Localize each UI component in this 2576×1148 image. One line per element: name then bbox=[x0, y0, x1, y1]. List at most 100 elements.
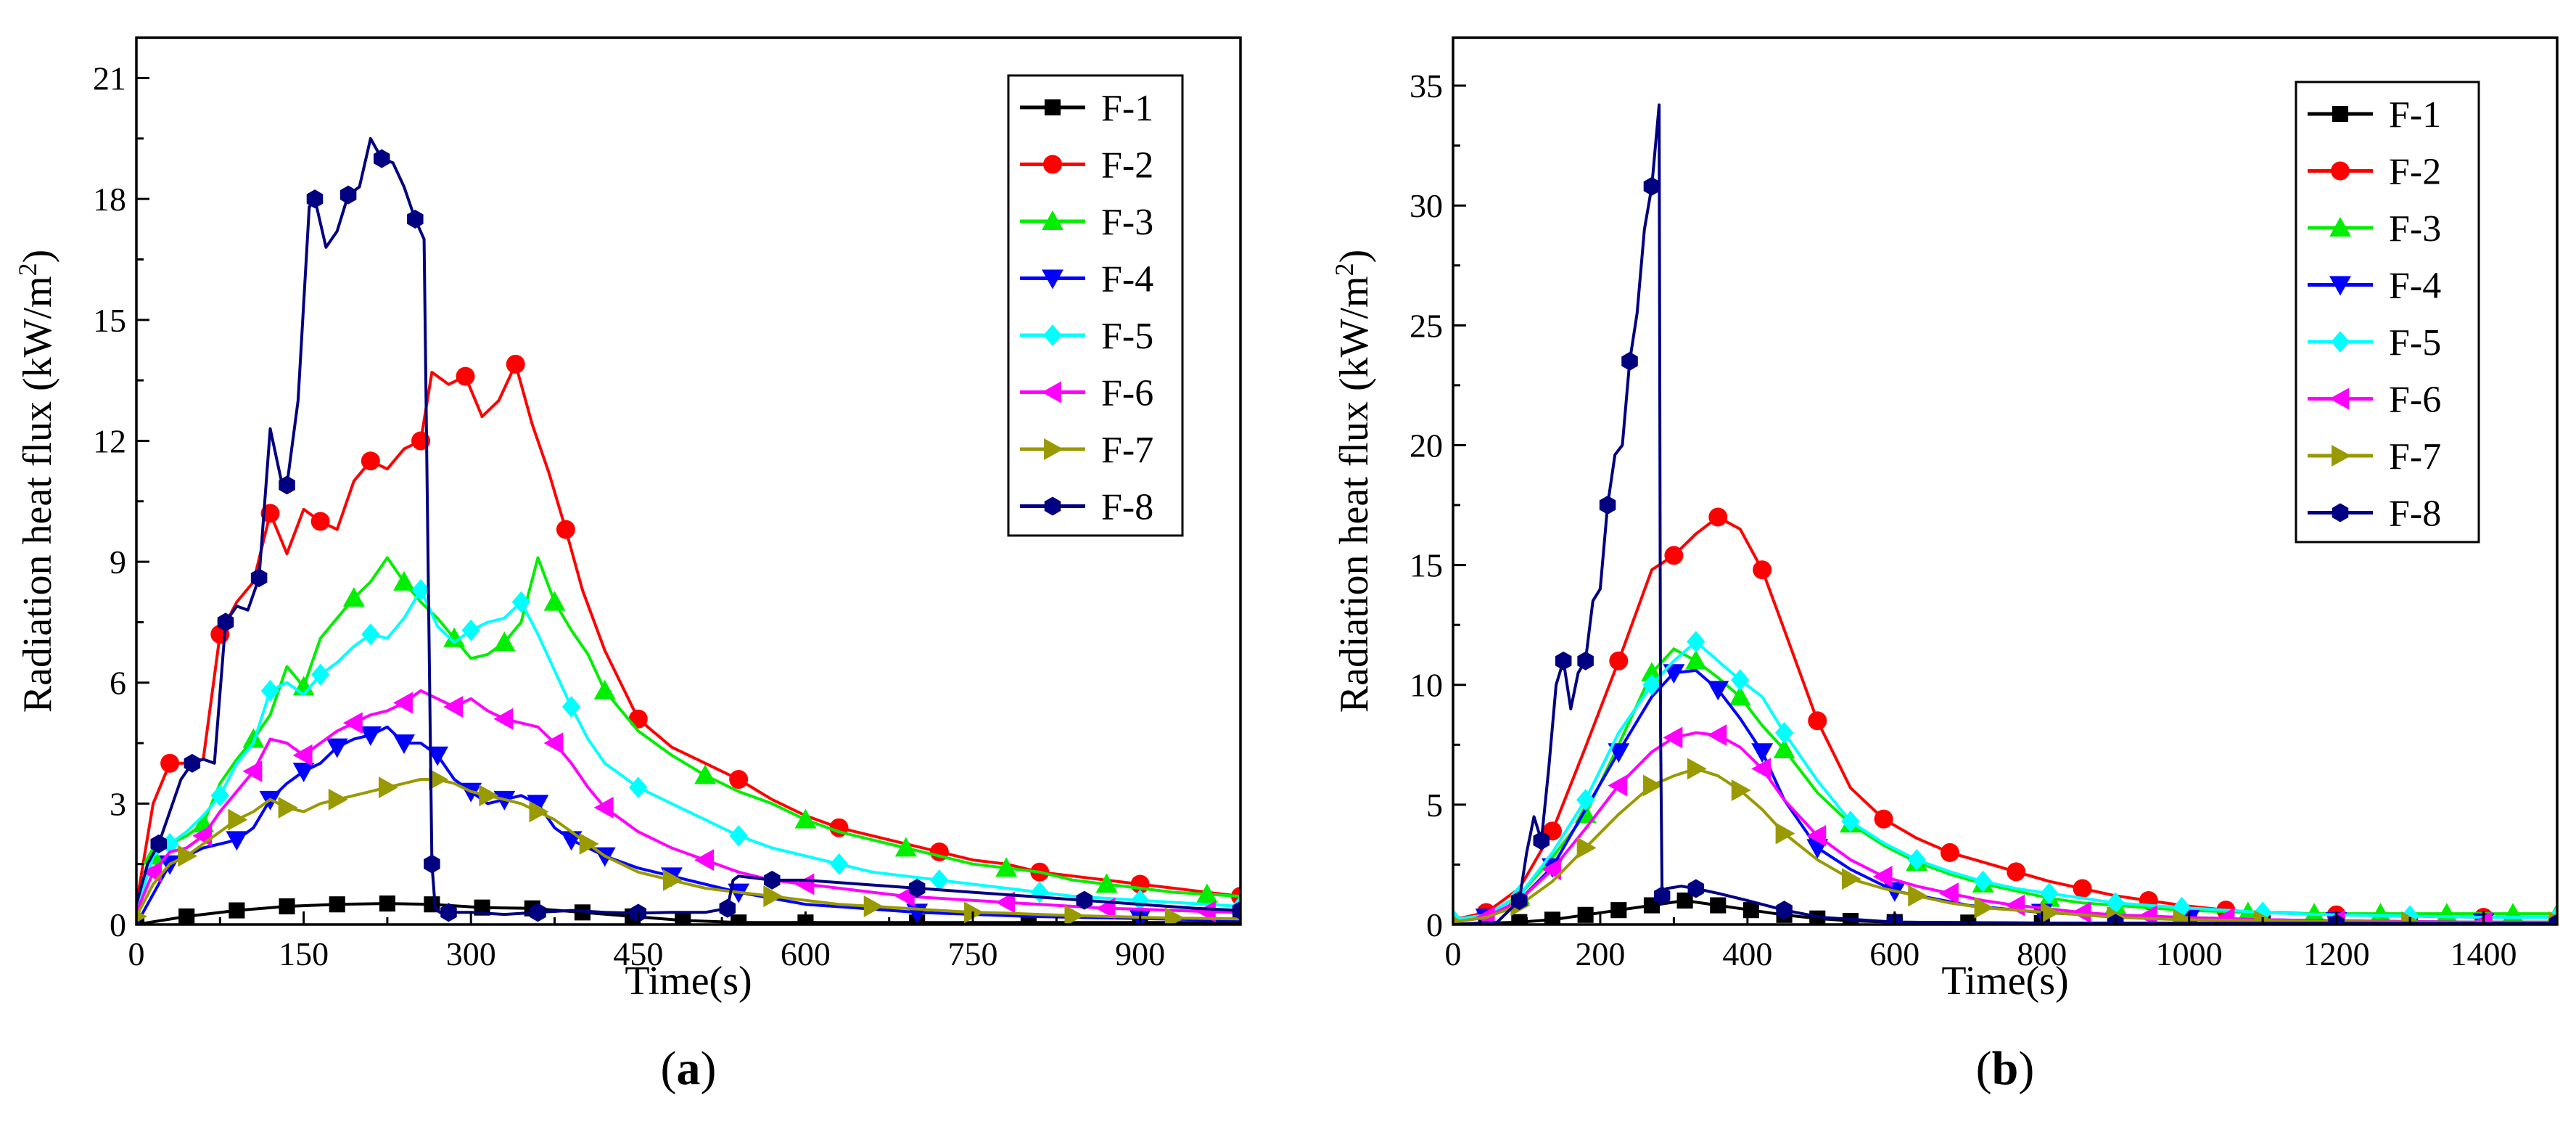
data-point-F-8 bbox=[217, 612, 234, 632]
data-point-F-7 bbox=[1643, 774, 1663, 797]
legend-item-F-1: F-1 bbox=[1020, 88, 1153, 129]
data-point-F-3 bbox=[894, 837, 917, 857]
data-point-F-3 bbox=[543, 591, 566, 611]
data-point-F-4 bbox=[292, 762, 315, 782]
data-point-F-7 bbox=[328, 788, 348, 811]
data-point-F-2 bbox=[1664, 546, 1684, 565]
data-point-F-8 bbox=[1687, 879, 1705, 898]
y-tick-label: 9 bbox=[110, 544, 126, 581]
series-line-F-6 bbox=[136, 689, 1240, 914]
data-point-F-7 bbox=[429, 768, 449, 790]
series-line-F-3 bbox=[136, 556, 1240, 914]
x-tick-label: 0 bbox=[1445, 935, 1462, 972]
data-point-F-1 bbox=[1511, 914, 1528, 924]
data-point-F-7 bbox=[178, 845, 198, 867]
data-point-F-3 bbox=[794, 808, 817, 829]
data-point-F-8 bbox=[1776, 901, 1793, 920]
data-point-F-5 bbox=[461, 619, 480, 641]
y-tick-label: 12 bbox=[93, 422, 126, 459]
data-point-F-2 bbox=[160, 753, 180, 773]
data-point-F-8 bbox=[1511, 890, 1528, 910]
x-tick-label: 400 bbox=[1722, 935, 1772, 972]
data-point-F-6 bbox=[342, 712, 363, 734]
data-point-F-6 bbox=[995, 891, 1016, 914]
data-point-F-2 bbox=[556, 520, 575, 539]
data-point-F-8 bbox=[1653, 886, 1671, 906]
data-point-F-7 bbox=[136, 910, 147, 923]
data-point-F-2 bbox=[456, 366, 475, 386]
data-point-F-2 bbox=[1753, 560, 1772, 580]
y-tick-label: 0 bbox=[110, 906, 126, 943]
data-point-F-2 bbox=[1874, 809, 1893, 829]
legend-label: F-1 bbox=[2389, 94, 2441, 136]
data-point-F-7 bbox=[1775, 822, 1795, 845]
data-point-F-2 bbox=[2007, 862, 2026, 882]
data-point-F-7 bbox=[228, 808, 248, 831]
legend-label: F-6 bbox=[2389, 380, 2441, 421]
data-point-F-1 bbox=[1577, 906, 1594, 923]
data-point-F-8 bbox=[1232, 901, 1240, 920]
data-point-F-4 bbox=[560, 831, 583, 851]
y-tick-label: 35 bbox=[1410, 67, 1443, 104]
data-point-F-8 bbox=[1555, 651, 1572, 671]
x-tick-label: 450 bbox=[613, 935, 663, 972]
data-point-F-8 bbox=[2548, 914, 2557, 924]
legend-marker bbox=[2329, 276, 2351, 296]
legend-label: F-4 bbox=[1101, 259, 1153, 300]
data-point-F-5 bbox=[2253, 901, 2272, 924]
data-point-F-7 bbox=[1974, 896, 1994, 919]
data-point-F-7 bbox=[1841, 868, 1861, 890]
legend-marker bbox=[1044, 99, 1061, 116]
legend-item-F-1: F-1 bbox=[2308, 94, 2441, 136]
data-point-F-6 bbox=[2005, 894, 2025, 917]
data-point-F-3 bbox=[1641, 662, 1663, 682]
legend-marker bbox=[2329, 388, 2349, 410]
data-point-F-2 bbox=[506, 354, 525, 374]
data-point-F-1 bbox=[178, 908, 195, 924]
data-point-F-7 bbox=[763, 885, 783, 908]
data-point-F-4 bbox=[1663, 664, 1685, 684]
data-point-F-7 bbox=[1064, 904, 1085, 924]
data-point-F-5 bbox=[1642, 673, 1661, 696]
data-point-F-6 bbox=[1196, 901, 1216, 923]
legend-label: F-5 bbox=[1101, 316, 1153, 357]
data-point-F-1 bbox=[675, 912, 691, 924]
data-point-F-5 bbox=[930, 869, 949, 891]
data-point-F-7 bbox=[1908, 885, 1928, 907]
legend-item-F-6: F-6 bbox=[2308, 380, 2441, 421]
plot-area bbox=[1453, 103, 2557, 924]
x-axis-title: Time(s) bbox=[625, 959, 752, 1004]
legend-label: F-6 bbox=[1101, 373, 1153, 414]
data-point-F-5 bbox=[511, 591, 531, 613]
x-tick-label: 0 bbox=[128, 935, 145, 972]
data-point-F-4 bbox=[359, 726, 382, 746]
data-point-F-8 bbox=[1533, 831, 1550, 850]
legend-marker bbox=[1042, 269, 1063, 290]
data-point-F-6 bbox=[1542, 858, 1561, 880]
data-point-F-6 bbox=[443, 696, 464, 718]
x-tick-label: 600 bbox=[781, 935, 831, 972]
data-point-F-6 bbox=[1806, 824, 1827, 847]
legend-label: F-4 bbox=[2389, 266, 2441, 307]
legend-item-F-3: F-3 bbox=[1020, 202, 1153, 243]
x-tick-label: 1200 bbox=[2303, 935, 2370, 972]
data-point-F-3 bbox=[1773, 738, 1795, 758]
legend-marker bbox=[1044, 496, 1061, 516]
y-axis-title: Radiation heat flux (kW/m2) bbox=[1330, 250, 1377, 713]
data-point-F-8 bbox=[306, 189, 324, 209]
data-point-F-4 bbox=[1608, 743, 1630, 763]
legend-label: F-1 bbox=[1101, 88, 1153, 129]
data-point-F-5 bbox=[1576, 789, 1595, 811]
data-point-F-3 bbox=[1095, 873, 1118, 893]
y-tick-label: 21 bbox=[93, 60, 126, 97]
data-point-F-7 bbox=[1731, 779, 1751, 801]
y-tick-label: 15 bbox=[1410, 547, 1443, 584]
data-point-F-1 bbox=[1742, 902, 1759, 919]
data-point-F-2 bbox=[310, 512, 330, 531]
legend-item-F-6: F-6 bbox=[1020, 373, 1153, 414]
legend-marker bbox=[2331, 331, 2350, 353]
data-point-F-7 bbox=[1687, 758, 1707, 780]
data-point-F-1 bbox=[1676, 892, 1693, 909]
y-tick-label: 25 bbox=[1410, 307, 1443, 344]
